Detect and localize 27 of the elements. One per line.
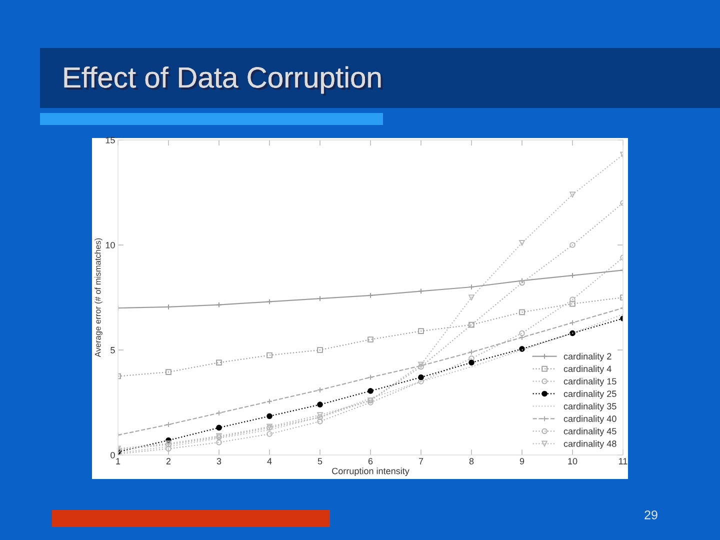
y-tick-label: 0 <box>110 452 115 458</box>
x-tick-label: 8 <box>469 458 474 464</box>
legend-label: cardinality 4 <box>564 365 612 374</box>
y-tick-label: 15 <box>106 137 115 144</box>
x-axis-title: Corruption intensity <box>332 468 410 476</box>
legend-label: cardinality 15 <box>564 378 616 386</box>
legend-label: cardinality 2 <box>564 352 612 362</box>
legend-label: cardinality 45 <box>564 428 616 436</box>
x-tick-label: 11 <box>619 458 628 464</box>
x-tick-label: 9 <box>520 458 524 464</box>
chart-title: Effect of Data Corruption <box>64 66 383 96</box>
x-tick-label: 2 <box>166 458 171 464</box>
x-tick-label: 5 <box>318 458 322 464</box>
x-tick-label: 3 <box>216 458 222 464</box>
text: 29 <box>644 510 658 520</box>
y-tick-label: 10 <box>106 242 115 248</box>
legend-label: cardinality 40 <box>564 415 616 424</box>
legend-label: cardinality 48 <box>564 440 616 449</box>
x-tick-label: 4 <box>267 458 272 464</box>
y-tick-label: 5 <box>110 347 115 354</box>
x-tick-label: 10 <box>568 458 578 464</box>
x-tick-label: 1 <box>116 458 120 464</box>
legend-label: cardinality 35 <box>564 402 616 412</box>
legend-label: cardinality 25 <box>564 390 616 399</box>
y-axis-title: Average error (# of mismatches) <box>94 238 102 358</box>
x-tick-label: 6 <box>368 458 373 464</box>
x-tick-label: 7 <box>418 458 424 464</box>
